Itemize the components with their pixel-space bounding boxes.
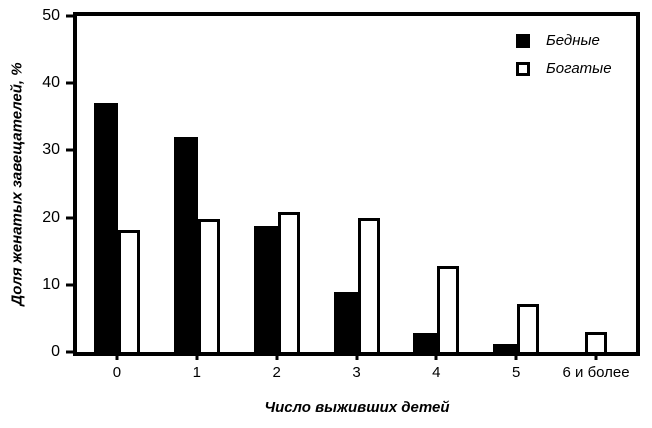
x-tick	[355, 356, 358, 360]
bar-poor	[493, 343, 518, 352]
bar-poor	[253, 225, 278, 352]
bar-rich	[197, 218, 220, 352]
y-tick	[66, 283, 74, 287]
y-tick-label: 0	[51, 343, 60, 360]
bar-poor	[413, 333, 438, 352]
legend-item-poor: Бедные	[516, 33, 612, 48]
y-tick-label: 30	[42, 141, 60, 159]
x-category-label: 2	[272, 364, 281, 381]
bar-rich	[357, 218, 380, 352]
legend-label-rich: Богатые	[546, 60, 612, 77]
bar-rich	[585, 331, 608, 352]
legend-swatch-poor	[516, 33, 530, 48]
legend-label-poor: Бедные	[546, 32, 600, 49]
legend-swatch-rich	[516, 61, 530, 76]
y-tick-label: 50	[42, 7, 60, 24]
y-tick	[66, 81, 74, 85]
bar-poor	[333, 291, 358, 352]
bar-poor	[93, 103, 118, 352]
y-tick	[66, 216, 74, 220]
bar-group-4	[396, 16, 476, 352]
bar-group-6-и-более	[556, 16, 636, 352]
bar-group-2	[237, 16, 317, 352]
x-category-label: 5	[512, 364, 521, 381]
bar-group-0	[77, 16, 157, 352]
bar-rich	[277, 212, 300, 352]
legend-item-rich: Богатые	[516, 61, 612, 76]
legend: Бедные Богатые	[516, 33, 612, 76]
x-category-label: 4	[432, 364, 441, 381]
plot-area	[73, 12, 640, 356]
x-category-label: 1	[192, 364, 201, 381]
bar-poor	[173, 136, 198, 352]
bar-group-3	[317, 16, 397, 352]
x-category-label: 6 и более	[562, 364, 630, 381]
bar-rich	[117, 229, 140, 352]
x-tick	[195, 356, 199, 360]
bar-group-5	[476, 16, 556, 352]
x-tick	[115, 356, 119, 360]
bar-rich	[517, 304, 540, 352]
x-category-label: 0	[112, 364, 122, 381]
bar-group-1	[157, 16, 237, 352]
x-tick	[434, 356, 438, 360]
x-tick	[594, 356, 598, 360]
y-tick	[66, 14, 74, 18]
y-tick	[66, 350, 74, 354]
y-axis-title: Доля женатых завещателей, %	[8, 62, 26, 306]
y-tick-label: 40	[42, 74, 60, 92]
x-tick	[514, 356, 518, 360]
x-category-label: 3	[352, 364, 361, 381]
y-tick	[66, 148, 74, 152]
y-tick-label: 10	[42, 275, 60, 293]
x-axis-title: Число выживших детей	[264, 399, 450, 416]
x-tick	[275, 356, 279, 360]
y-tick-label: 20	[42, 208, 60, 226]
bar-rich	[437, 265, 460, 352]
